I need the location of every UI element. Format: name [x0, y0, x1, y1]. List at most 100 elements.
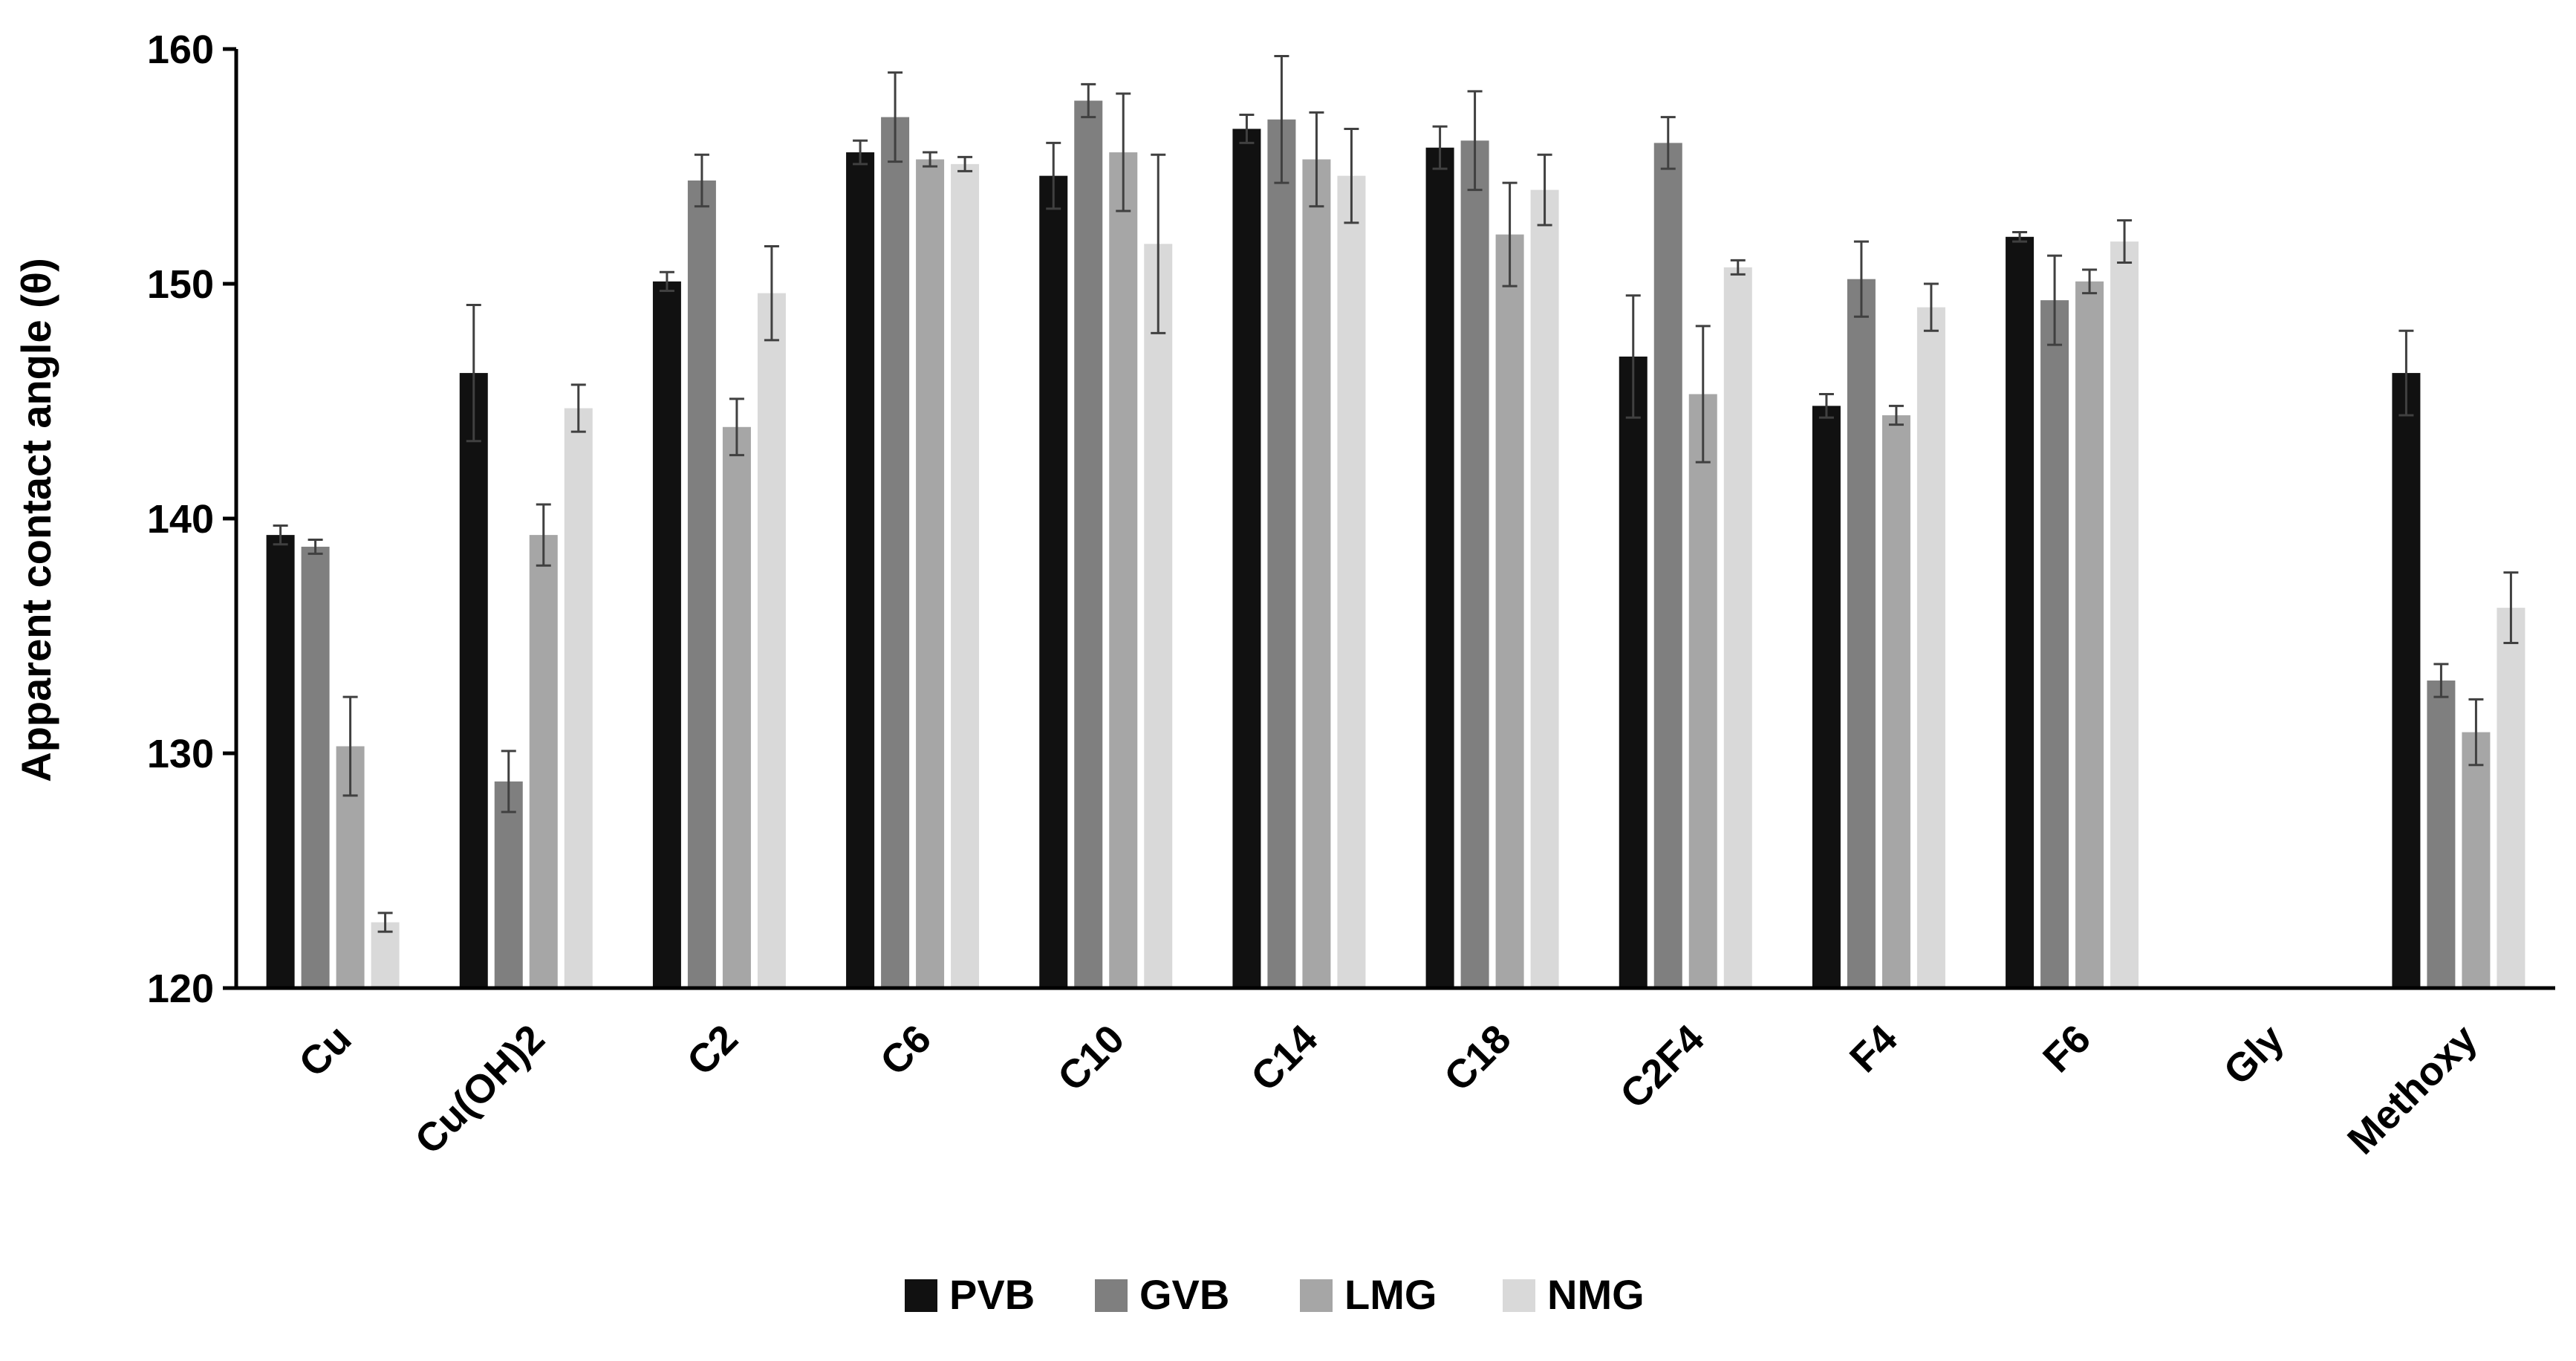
bar-pvb-c6 — [846, 152, 875, 988]
error-bar-lmg-c18 — [1502, 181, 1518, 288]
axes-layer — [223, 47, 2555, 990]
bar-gvb-methoxy — [2427, 680, 2456, 988]
bar-lmg-c2f4 — [1688, 394, 1717, 988]
bar-lmg-c18 — [1495, 234, 1524, 988]
legend-label: NMG — [1547, 1271, 1645, 1318]
x-tick-label: C6 — [872, 1016, 940, 1084]
y-tick-label: 130 — [147, 732, 214, 776]
error-bar-lmg-c6 — [923, 151, 938, 168]
bar-nmg-c14 — [1337, 175, 1366, 988]
bar-gvb-c10 — [1074, 100, 1103, 988]
bar-pvb-c2f4 — [1619, 356, 1648, 989]
legend-swatch — [1095, 1279, 1128, 1312]
bar-lmg-c2 — [722, 426, 751, 988]
error-bar-lmg-f6 — [2082, 268, 2098, 295]
bar-nmg-c6 — [951, 163, 980, 989]
error-bar-pvb-c10 — [1046, 141, 1061, 210]
error-bar-nmg-c10 — [1151, 153, 1166, 334]
bar-gvb-f6 — [2040, 300, 2069, 988]
bar-pvb-methoxy — [2392, 373, 2421, 989]
bar-gvb-c14 — [1267, 119, 1296, 988]
error-bar-lmg-methoxy — [2468, 698, 2484, 767]
error-bar-lmg-cuoh2 — [536, 503, 551, 567]
bar-lmg-f4 — [1881, 415, 1910, 988]
legend-item-gvb: GVB — [1095, 1271, 1229, 1318]
error-bar-nmg-methoxy — [2503, 571, 2519, 644]
bar-nmg-cu — [371, 922, 400, 988]
bar-pvb-f6 — [2006, 236, 2035, 988]
bar-gvb-c2f4 — [1653, 143, 1682, 988]
bar-nmg-c2f4 — [1723, 267, 1752, 988]
error-bar-nmg-c14 — [1344, 127, 1359, 224]
bar-gvb-f4 — [1847, 279, 1876, 988]
bar-gvb-cu — [301, 546, 330, 988]
bar-gvb-cuoh2 — [494, 781, 523, 988]
legend: PVB GVB LMG NMG — [905, 1271, 1645, 1318]
error-bar-pvb-c2f4 — [1625, 294, 1641, 419]
error-bar-lmg-c14 — [1309, 111, 1324, 208]
bar-nmg-f6 — [2110, 241, 2139, 988]
bar-pvb-c14 — [1232, 129, 1261, 989]
error-bar-gvb-cuoh2 — [501, 750, 516, 813]
y-tick-label: 120 — [147, 967, 214, 1011]
error-bar-nmg-c18 — [1537, 153, 1552, 227]
error-bar-pvb-cuoh2 — [466, 303, 481, 443]
bar-lmg-c14 — [1302, 159, 1331, 988]
bar-gvb-c2 — [687, 180, 716, 989]
error-bar-gvb-methoxy — [2433, 663, 2449, 698]
error-bar-pvb-f6 — [2012, 230, 2028, 243]
legend-item-pvb: PVB — [905, 1271, 1035, 1318]
error-bar-gvb-c18 — [1467, 90, 1483, 192]
bar-nmg-c2 — [757, 293, 786, 988]
error-bar-nmg-c2 — [764, 244, 779, 342]
bar-nmg-c10 — [1144, 244, 1173, 988]
legend-swatch — [1300, 1279, 1333, 1312]
error-bar-nmg-cuoh2 — [570, 383, 586, 433]
error-bar-pvb-c18 — [1432, 125, 1448, 170]
bar-pvb-c18 — [1425, 147, 1454, 989]
bar-lmg-cuoh2 — [529, 535, 558, 988]
error-bar-pvb-c2 — [659, 270, 674, 292]
error-bar-pvb-c6 — [853, 139, 868, 166]
error-bar-pvb-cu — [273, 524, 288, 546]
bar-gvb-c6 — [881, 117, 910, 988]
bar-pvb-cuoh2 — [459, 373, 488, 989]
bar-nmg-c18 — [1530, 189, 1559, 989]
bar-pvb-c2 — [652, 281, 681, 989]
error-bar-nmg-cu — [377, 912, 393, 933]
legend-swatch — [905, 1279, 937, 1312]
x-tick-label: Cu(OH)2 — [406, 1016, 553, 1163]
error-bar-gvb-c14 — [1274, 54, 1289, 184]
error-bar-lmg-cu — [342, 695, 358, 797]
bar-pvb-cu — [266, 535, 295, 988]
y-tick-label: 150 — [147, 262, 214, 307]
error-bar-gvb-c2 — [694, 153, 709, 208]
error-bar-nmg-c2f4 — [1730, 259, 1746, 276]
error-bar-lmg-c2f4 — [1695, 325, 1711, 464]
error-bar-lmg-c2 — [729, 397, 744, 457]
error-bar-lmg-c10 — [1116, 92, 1131, 212]
error-bar-gvb-c6 — [888, 71, 903, 163]
x-tick-label: C10 — [1050, 1016, 1133, 1099]
bar-nmg-cuoh2 — [564, 408, 593, 988]
bar-nmg-f4 — [1916, 307, 1945, 989]
legend-swatch — [1503, 1279, 1535, 1312]
error-bar-gvb-c2f4 — [1660, 116, 1676, 170]
y-axis-title: Apparent contact angle (θ) — [13, 258, 59, 782]
error-bar-lmg-f4 — [1888, 404, 1904, 426]
error-bar-gvb-c10 — [1081, 82, 1096, 119]
bar-gvb-c18 — [1460, 140, 1489, 989]
x-tick-label: C2F4 — [1612, 1016, 1713, 1117]
x-tick-label: Methoxy — [2339, 1016, 2485, 1163]
error-bar-gvb-f4 — [1853, 240, 1869, 318]
x-tick-label: C2 — [679, 1016, 747, 1084]
bar-lmg-f6 — [2075, 281, 2104, 989]
error-bar-nmg-c6 — [957, 155, 973, 172]
bar-lmg-c6 — [916, 159, 945, 988]
x-tick-label: F6 — [2035, 1016, 2099, 1081]
bars-layer — [266, 100, 2525, 989]
x-tick-label: C18 — [1436, 1016, 1519, 1099]
bar-lmg-methoxy — [2462, 732, 2491, 988]
legend-item-nmg: NMG — [1503, 1271, 1645, 1318]
